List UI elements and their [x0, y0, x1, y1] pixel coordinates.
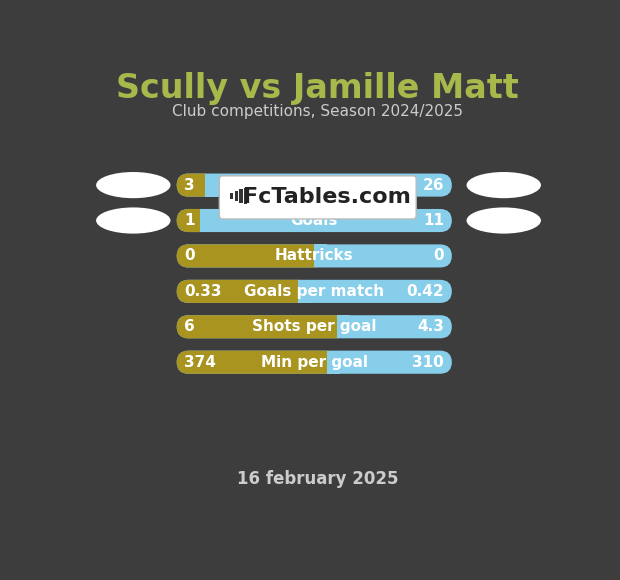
Text: 0.42: 0.42 [407, 284, 444, 299]
FancyBboxPatch shape [177, 173, 216, 197]
Text: Min per goal: Min per goal [261, 355, 368, 369]
Text: Goals per match: Goals per match [244, 284, 384, 299]
FancyBboxPatch shape [177, 316, 348, 338]
FancyBboxPatch shape [177, 209, 452, 232]
Text: 11: 11 [423, 213, 444, 228]
Bar [205, 173, 218, 197]
FancyBboxPatch shape [177, 351, 452, 374]
Ellipse shape [467, 172, 541, 198]
Bar [327, 351, 340, 374]
FancyBboxPatch shape [177, 351, 339, 374]
FancyBboxPatch shape [177, 244, 452, 267]
FancyBboxPatch shape [219, 176, 416, 219]
Text: 6: 6 [185, 319, 195, 334]
Text: 310: 310 [412, 355, 444, 369]
Text: FcTables.com: FcTables.com [243, 187, 411, 206]
Text: Goals: Goals [291, 213, 338, 228]
Text: 374: 374 [185, 355, 216, 369]
Bar [200, 209, 213, 232]
Bar [314, 244, 327, 267]
Text: 0.33: 0.33 [185, 284, 222, 299]
FancyBboxPatch shape [177, 209, 211, 232]
Ellipse shape [96, 172, 170, 198]
Bar [230, 193, 233, 199]
FancyBboxPatch shape [177, 280, 309, 303]
Text: Hattricks: Hattricks [275, 248, 353, 263]
Text: 1: 1 [185, 213, 195, 228]
Text: 26: 26 [423, 177, 444, 193]
Text: 16 february 2025: 16 february 2025 [237, 470, 399, 488]
Text: 0: 0 [433, 248, 444, 263]
Text: 3: 3 [185, 177, 195, 193]
Ellipse shape [96, 208, 170, 234]
Text: Club competitions, Season 2024/2025: Club competitions, Season 2024/2025 [172, 104, 463, 119]
Bar [239, 189, 242, 203]
Ellipse shape [467, 208, 541, 234]
Bar [337, 316, 350, 338]
Text: Scully vs Jamille Matt: Scully vs Jamille Matt [117, 71, 519, 104]
Bar [235, 191, 238, 201]
Bar [298, 280, 311, 303]
Text: 0: 0 [185, 248, 195, 263]
FancyBboxPatch shape [177, 316, 452, 338]
Text: Matches: Matches [278, 177, 350, 193]
FancyBboxPatch shape [177, 244, 326, 267]
Text: 4.3: 4.3 [417, 319, 444, 334]
FancyBboxPatch shape [177, 173, 452, 197]
FancyBboxPatch shape [177, 280, 452, 303]
Text: Shots per goal: Shots per goal [252, 319, 376, 334]
Bar [244, 188, 247, 204]
